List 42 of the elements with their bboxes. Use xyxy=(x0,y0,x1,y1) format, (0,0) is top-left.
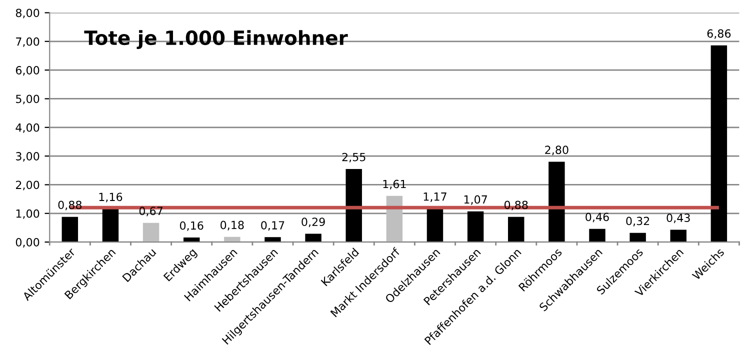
bar xyxy=(142,222,160,242)
bar xyxy=(426,208,444,242)
data-label: 0,46 xyxy=(586,212,609,222)
y-tick-label: 0,00 xyxy=(16,238,40,248)
bar xyxy=(305,234,322,242)
y-tick-label: 2,00 xyxy=(16,180,40,190)
y-tick-label: 8,00 xyxy=(16,8,40,18)
text: Tote je 1.000 Einwohner xyxy=(84,30,348,50)
bar xyxy=(710,45,728,242)
data-label: 0,67 xyxy=(139,206,162,216)
data-label: 6,86 xyxy=(707,29,731,39)
data-label: 2,55 xyxy=(342,152,366,162)
bar xyxy=(346,168,362,242)
data-label: 0,29 xyxy=(302,218,325,228)
bar xyxy=(548,162,565,242)
data-label: 2,80 xyxy=(545,146,568,156)
bar xyxy=(630,232,646,242)
data-label: 0,43 xyxy=(666,214,690,224)
data-label: 0,88 xyxy=(58,200,82,210)
y-tick-label: 1,00 xyxy=(16,209,40,219)
data-label: 1,16 xyxy=(99,192,122,202)
data-label: 0,32 xyxy=(626,216,650,226)
data-label: 0,16 xyxy=(180,221,204,231)
data-label: 0,17 xyxy=(261,221,284,231)
y-tick-label: 7,00 xyxy=(16,37,40,47)
data-label: 0,88 xyxy=(504,200,528,210)
bar xyxy=(264,237,281,242)
y-tick-label: 6,00 xyxy=(16,66,40,76)
data-label: 1,61 xyxy=(383,180,406,190)
bar xyxy=(508,216,524,242)
y-tick-label: 3,00 xyxy=(16,152,40,162)
bar xyxy=(102,208,119,242)
bar xyxy=(589,228,606,242)
y-tick-label: 4,00 xyxy=(16,123,40,133)
y-tick-label: 5,00 xyxy=(16,94,40,104)
data-label: 1,17 xyxy=(424,192,446,202)
data-label: 0,18 xyxy=(220,220,244,230)
bar xyxy=(62,216,78,242)
bar xyxy=(386,196,403,242)
bar xyxy=(467,211,484,242)
data-label: 1,07 xyxy=(464,195,487,205)
bar xyxy=(670,230,686,242)
